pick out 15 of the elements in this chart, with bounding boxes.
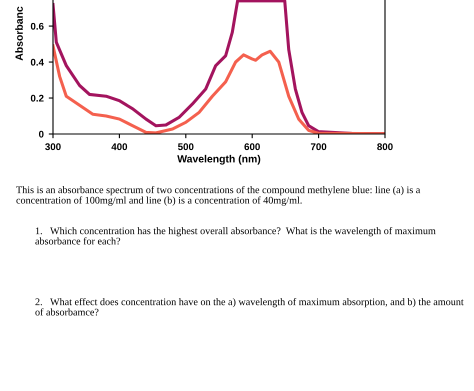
y-tick-label: 0.2 bbox=[30, 94, 44, 102]
y-tick-label: 0.6 bbox=[30, 22, 44, 30]
x-tick-label: 800 bbox=[377, 143, 393, 150]
y-tick-label: 0.4 bbox=[30, 58, 44, 66]
x-tick-label: 700 bbox=[310, 143, 326, 150]
text: 1. Which concentration has the highest overall absorbance? What is the wavelength of maximum absorbance for each? bbox=[35, 227, 436, 245]
x-tick-label: 400 bbox=[111, 143, 128, 150]
x-tick-label: 600 bbox=[244, 143, 260, 150]
text: This is an absorbance spectrum of two concentrations of the compound methylene blue: line (a) is a concentration of 100mg/ml and line (b) is a concentration of 40mg/ml. bbox=[16, 186, 420, 206]
y-tick-label: 0 bbox=[38, 130, 44, 138]
x-tick-label: 500 bbox=[178, 143, 194, 150]
x-tick-label: 300 bbox=[45, 143, 61, 150]
y-axis-title: Absorbanc bbox=[15, 6, 23, 60]
x-axis-title: Wavelength (nm) bbox=[177, 154, 260, 165]
text: 2. What effect does concentration have on the a) wavelength of maximum absorption, and b) the amount of absorbamce? bbox=[35, 298, 464, 316]
